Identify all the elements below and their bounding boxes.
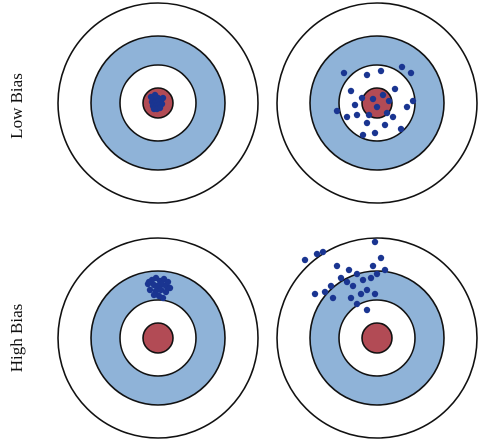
shot-dot — [377, 254, 385, 262]
shot-dot — [164, 278, 172, 286]
shot-dot — [159, 94, 167, 102]
shot-dot — [409, 97, 417, 105]
shot-dot — [371, 290, 379, 298]
shot-dot — [333, 262, 341, 270]
shot-dot — [385, 97, 393, 105]
shot-dot — [157, 286, 165, 294]
shot-dot — [311, 290, 319, 298]
shot-dot — [365, 111, 373, 119]
shot-dot — [146, 286, 154, 294]
shot-dot — [373, 270, 381, 278]
shot-dot — [329, 294, 337, 302]
shot-dot — [145, 278, 153, 286]
target-low-bias-low-variance — [57, 2, 259, 204]
target-low-bias-high-variance — [276, 2, 478, 204]
shot-dot — [369, 262, 377, 270]
shot-dot — [150, 291, 158, 299]
shot-dot — [383, 109, 391, 117]
shot-dot — [162, 288, 170, 296]
shot-dot — [353, 111, 361, 119]
shot-dot — [363, 119, 371, 127]
shot-dot — [353, 270, 361, 278]
target-high-bias-high-variance — [276, 237, 478, 439]
shot-dot — [353, 300, 361, 308]
shot-dot — [301, 256, 309, 264]
shot-dot — [389, 113, 397, 121]
shot-dot — [347, 87, 355, 95]
shot-dot — [159, 294, 167, 302]
shot-dot — [321, 288, 329, 296]
shot-dot — [391, 85, 399, 93]
shot-dot — [359, 276, 367, 284]
shot-dot — [343, 278, 351, 286]
shot-dot — [319, 248, 327, 256]
shot-dot — [367, 274, 375, 282]
shot-dot — [343, 113, 351, 121]
shot-dot — [156, 104, 164, 112]
shot-dot — [373, 103, 381, 111]
shot-dot — [377, 67, 385, 75]
shot-dot — [363, 306, 371, 314]
shot-dot — [403, 103, 411, 111]
bullseye — [142, 322, 174, 354]
row-label-low-bias: Low Bias — [7, 73, 26, 139]
shot-dot — [347, 294, 355, 302]
target-high-bias-low-variance — [57, 237, 259, 439]
shot-dot — [359, 131, 367, 139]
shot-dot — [333, 107, 341, 115]
shot-dot — [337, 274, 345, 282]
shot-dot — [381, 121, 389, 129]
shot-dot — [345, 266, 353, 274]
bullseye — [361, 322, 393, 354]
shot-dot — [340, 69, 348, 77]
shot-dot — [151, 91, 159, 99]
shot-dot — [407, 69, 415, 77]
shot-dot — [313, 250, 321, 258]
shot-dot — [363, 286, 371, 294]
shot-dot — [327, 282, 335, 290]
shot-dot — [371, 129, 379, 137]
shot-dot — [166, 284, 174, 292]
shot-dot — [349, 282, 357, 290]
shot-dot — [371, 238, 379, 246]
shot-dot — [397, 125, 405, 133]
shot-dot — [357, 290, 365, 298]
shot-dot — [379, 91, 387, 99]
row-label-high-bias: High Bias — [7, 304, 26, 372]
shot-dot — [358, 94, 366, 102]
shot-dot — [351, 101, 359, 109]
shot-dot — [363, 71, 371, 79]
shot-dot — [369, 95, 377, 103]
shot-dot — [381, 266, 389, 274]
shot-dot — [398, 63, 406, 71]
